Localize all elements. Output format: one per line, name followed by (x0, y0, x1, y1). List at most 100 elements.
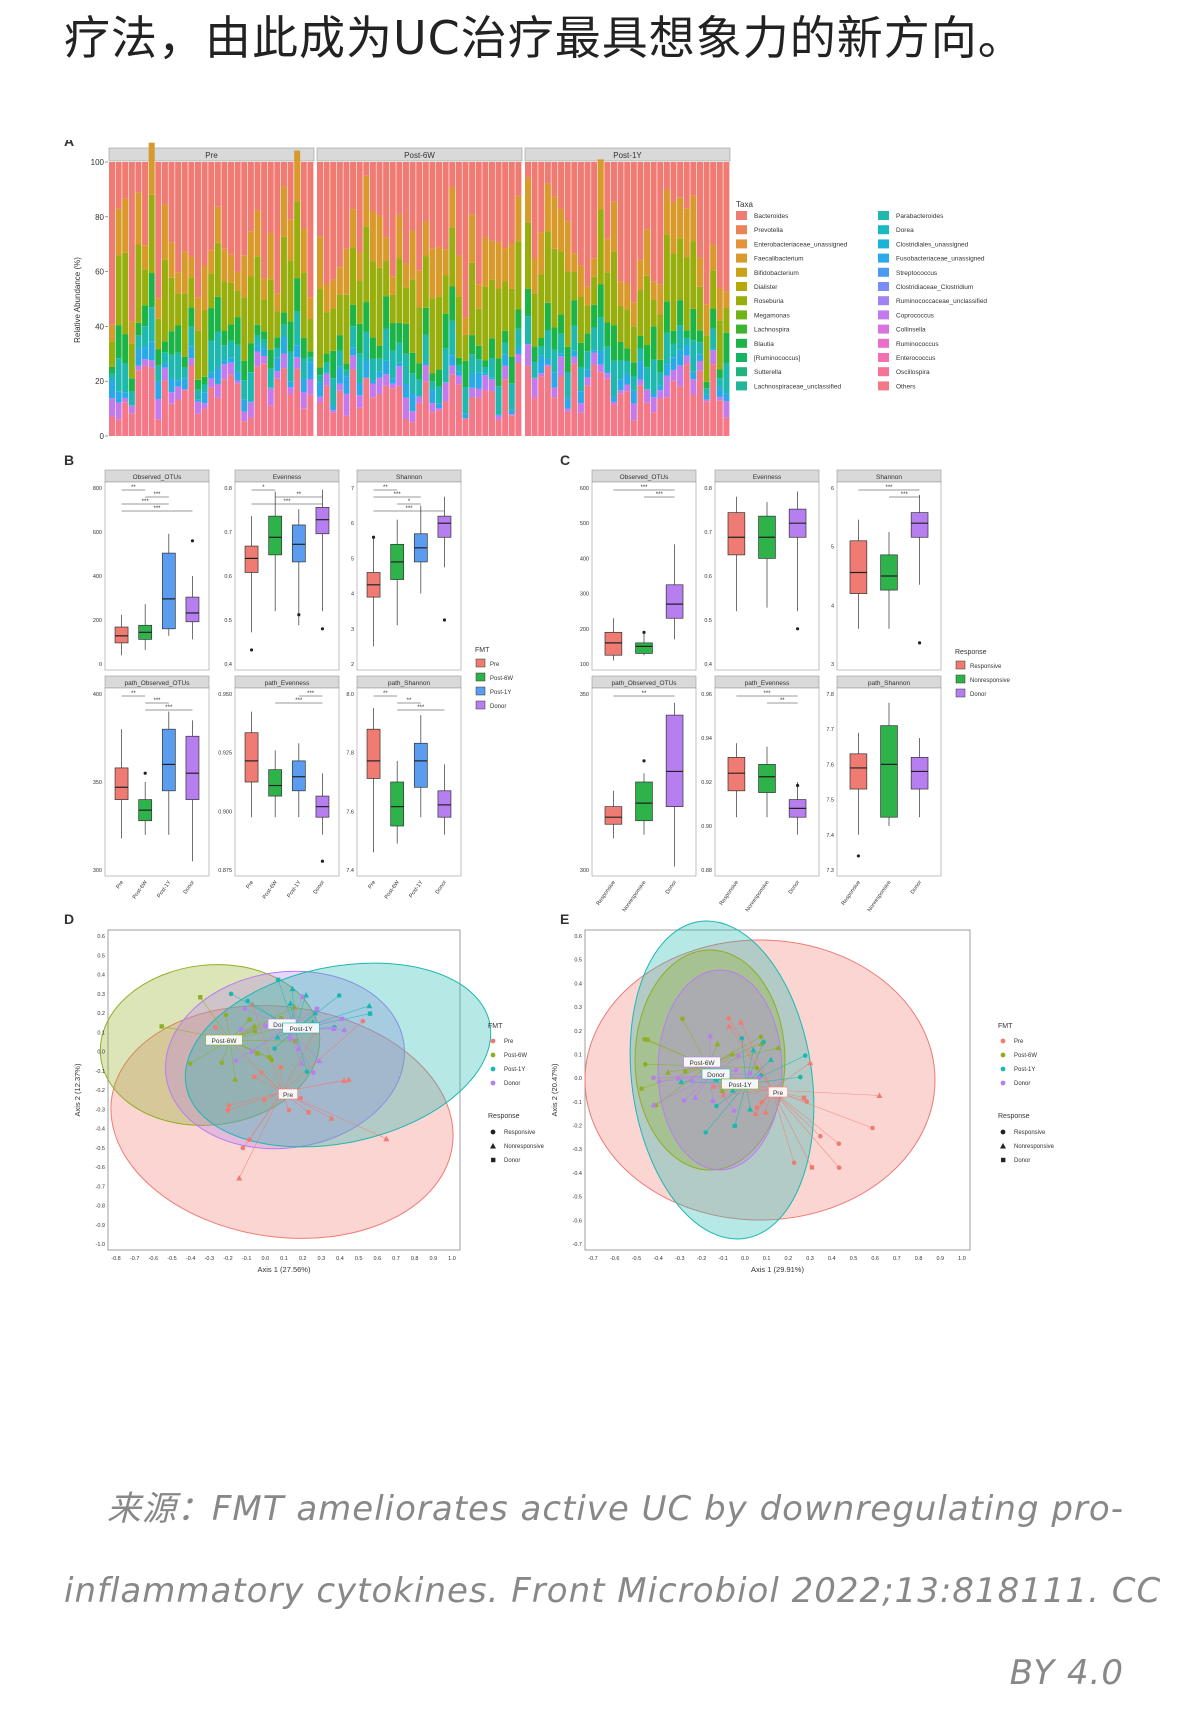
panel-a-bar-segment (644, 403, 650, 436)
panel-a-bar-segment (228, 162, 234, 255)
panel-e-centroid-label: Pre (773, 1090, 784, 1097)
panel-a-bar-segment (135, 245, 141, 323)
panel-a-bar-segment (215, 332, 221, 367)
panel-a-bar-segment (248, 343, 254, 372)
panel-a-bar-segment (268, 233, 274, 280)
panel-c-top-ytick: 0.6 (704, 574, 712, 580)
panel-a-bar-segment (509, 410, 515, 414)
panel-a-bar-segment (307, 319, 313, 352)
panel-c-bottom-facet-label: path_Shannon (868, 680, 911, 687)
panel-a-bar-segment (436, 296, 442, 369)
panel-a-bar-segment (228, 363, 234, 375)
panel-a-bar-segment (558, 162, 564, 209)
panel-a-bar-segment (377, 268, 383, 346)
panel-a-bar-segment (571, 325, 577, 350)
panel-a-bar-segment (268, 369, 274, 388)
panel-e-centroid-label: Post-6W (690, 1060, 716, 1067)
panel-a-bar-segment (704, 400, 710, 402)
panel-c-bottom-facet-label: path_Observed_OTUs (611, 680, 677, 687)
panel-d-point (361, 1019, 366, 1024)
panel-a-bar-segment (390, 378, 396, 383)
panel-a-bar-segment (591, 162, 597, 258)
panel-b-bottom-sig-label: *** (307, 691, 315, 697)
panel-a-bar-segment (631, 391, 637, 404)
panel-a-bar-segment (324, 372, 330, 374)
panel-c-top-ytick: 500 (580, 521, 589, 527)
panel-a-bar-segment (443, 401, 449, 436)
panel-a-bar-segment (317, 403, 323, 436)
panel-a-bar-segment (429, 374, 435, 382)
panel-a-bar-segment (188, 365, 194, 436)
panel-e-legend-fmt-label: Post-1Y (1014, 1067, 1035, 1073)
panel-a-bar-segment (677, 197, 683, 238)
panel-b-top-ytick: 4 (351, 592, 354, 598)
panel-e-legend-fmt-dot (1001, 1067, 1006, 1072)
panel-a-bar-segment (370, 380, 376, 383)
panel-d-legend-response-label: Nonresponsive (504, 1144, 545, 1150)
panel-a-bar-segment (489, 378, 495, 380)
panel-b-bottom-ytick: 7.6 (346, 809, 354, 815)
panel-letter-b: B (64, 452, 74, 468)
panel-a-bar-segment (188, 277, 194, 307)
panel-d-point (252, 1075, 256, 1079)
panel-a-bar-segment (307, 162, 313, 297)
panel-b-top-ytick: 3 (351, 627, 354, 633)
panel-a-bar-segment (538, 373, 544, 376)
panel-a-legend-swatch (736, 353, 747, 362)
panel-b-top-facet-label: Observed_OTUs (133, 474, 183, 481)
panel-c-top-box (881, 555, 898, 590)
panel-a-bar-segment (469, 374, 475, 388)
panel-a-legend-label: [Ruminococcus] (754, 355, 800, 362)
panel-a-bar-segment (317, 237, 323, 289)
panel-a-bar-segment (122, 334, 128, 363)
panel-a-bar-segment (142, 359, 148, 366)
panel-d-point (279, 1065, 283, 1069)
panel-a-bar-segment (489, 338, 495, 358)
panel-b-top-ytick: 0.6 (224, 574, 232, 580)
panel-d-ytick: -0.8 (96, 1204, 105, 1210)
panel-a-bar-segment (330, 410, 336, 412)
panel-b-bottom-box (245, 733, 258, 782)
panel-a-bar-segment (631, 420, 637, 436)
panel-c-bottom-ytick: 7.8 (826, 692, 834, 698)
panel-a-bar-segment (343, 295, 349, 364)
panel-a-bar-segment (162, 363, 168, 368)
panel-a-bar-segment (611, 251, 617, 325)
panel-a-bar-segment (571, 272, 577, 300)
panel-a-bar-segment (307, 379, 313, 395)
panel-a-bar-segment (363, 302, 369, 331)
panel-a-bar-segment (723, 363, 729, 393)
panel-a-bar-segment (195, 414, 201, 436)
panel-b-top-ytick: 600 (93, 530, 102, 536)
panel-a-bar-segment (578, 413, 584, 436)
panel-b-top-outlier (443, 618, 446, 621)
panel-e-ytick: 0.4 (574, 981, 582, 987)
panel-e-legend-response-label: Donor (1014, 1158, 1030, 1164)
panel-a-bar-segment (343, 416, 349, 436)
panel-a-bar-segment (202, 377, 208, 385)
panel-c-top-box (728, 513, 745, 555)
panel-a-bar-segment (241, 399, 247, 411)
panel-a-legend-label: Roseburia (754, 298, 784, 305)
panel-a-bar-segment (281, 312, 287, 324)
panel-a-bar-segment (631, 302, 637, 326)
panel-a-bar-segment (175, 294, 181, 326)
panel-c-legend-label: Donor (970, 692, 986, 698)
panel-a-bar-segment (235, 290, 241, 317)
panel-a-bar-segment (723, 418, 729, 436)
panel-a-bar-segment (129, 405, 135, 406)
panel-a-bar-segment (182, 357, 188, 368)
panel-a-bar-segment (489, 162, 495, 241)
panel-b-bottom-sig-label: ** (383, 691, 388, 697)
panel-a-bar-segment (149, 273, 155, 307)
panel-b-top-outlier (250, 648, 253, 651)
panel-a-bar-segment (624, 162, 630, 283)
panel-letter-d: D (64, 911, 74, 927)
panel-a-bar-segment (188, 346, 194, 358)
panel-d-legend-fmt-label: Donor (504, 1081, 520, 1087)
panel-b-legend-swatch (476, 687, 485, 695)
panel-a-bar-segment (288, 162, 294, 220)
panel-a-bar-segment (558, 353, 564, 356)
panel-a-bar-segment (462, 418, 468, 436)
panel-d-point (159, 1024, 163, 1028)
